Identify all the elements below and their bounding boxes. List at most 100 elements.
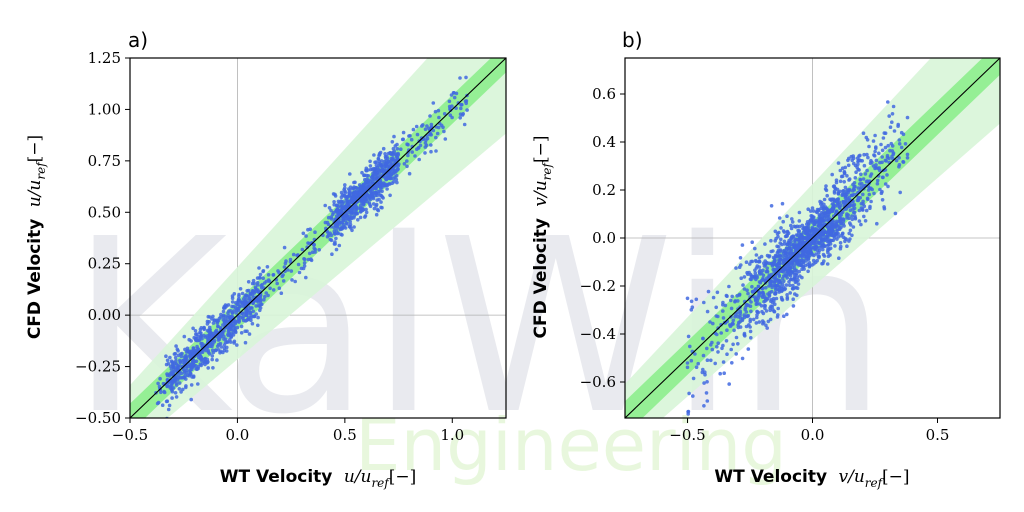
data-point <box>304 275 308 280</box>
data-point <box>195 367 199 372</box>
data-point <box>686 334 691 339</box>
data-point <box>784 247 789 252</box>
data-point <box>730 294 734 299</box>
data-point <box>745 270 749 275</box>
data-point <box>429 133 434 137</box>
data-point <box>842 180 846 184</box>
data-point <box>745 314 749 319</box>
data-point <box>767 254 771 259</box>
data-point <box>808 209 813 213</box>
data-point <box>838 226 842 231</box>
data-point <box>359 188 364 192</box>
data-point <box>215 319 220 324</box>
data-point <box>246 288 251 293</box>
data-point <box>881 136 886 140</box>
data-point <box>381 146 386 151</box>
data-point <box>395 142 399 147</box>
data-point <box>227 309 231 313</box>
data-point <box>890 120 894 124</box>
data-point <box>261 269 266 273</box>
data-point <box>350 199 355 203</box>
x-tick-label: 1.0 <box>440 426 464 444</box>
data-point <box>806 269 810 274</box>
data-point <box>448 107 452 111</box>
data-point <box>206 366 210 370</box>
data-point <box>224 321 228 326</box>
data-point <box>795 224 799 229</box>
data-point <box>883 182 888 186</box>
data-point <box>797 244 802 248</box>
data-point <box>240 301 245 306</box>
data-point <box>167 403 172 408</box>
data-point <box>820 261 824 266</box>
data-point <box>880 148 885 153</box>
data-point <box>736 299 740 303</box>
data-point <box>251 309 256 314</box>
data-point <box>806 235 810 239</box>
data-point <box>883 158 888 163</box>
data-point <box>845 244 849 248</box>
data-point <box>705 346 709 351</box>
data-point <box>854 170 858 174</box>
data-point <box>868 206 872 210</box>
data-point <box>185 346 190 351</box>
data-point <box>811 209 816 213</box>
data-point <box>749 309 753 314</box>
data-point <box>838 168 843 173</box>
data-point <box>368 159 372 164</box>
data-point <box>304 234 308 238</box>
data-point <box>796 282 801 286</box>
data-point <box>801 230 806 234</box>
data-point <box>812 241 816 246</box>
data-point <box>785 276 790 280</box>
data-point <box>384 177 388 182</box>
data-point <box>879 142 883 147</box>
data-point <box>714 305 718 310</box>
data-point <box>361 207 366 212</box>
y-tick-label: 0.6 <box>592 85 616 103</box>
data-point <box>429 122 434 127</box>
data-point <box>256 300 261 304</box>
data-point <box>763 299 768 303</box>
data-point <box>785 312 789 317</box>
data-point <box>759 304 764 308</box>
data-point <box>196 334 200 339</box>
data-point <box>886 143 890 148</box>
data-point <box>870 187 874 192</box>
y-tick-label: 0.4 <box>592 133 616 151</box>
data-point <box>383 152 387 156</box>
data-point <box>685 361 690 365</box>
data-point <box>857 208 862 213</box>
data-point <box>790 217 794 221</box>
data-point <box>700 370 705 375</box>
data-point <box>770 283 775 288</box>
data-point <box>165 384 169 389</box>
data-point <box>877 166 881 170</box>
y-tick-label: −0.50 <box>75 409 121 427</box>
data-point <box>825 193 829 198</box>
data-point <box>203 362 207 367</box>
data-point <box>781 258 786 263</box>
data-point <box>362 173 366 178</box>
data-point <box>380 162 385 167</box>
data-point <box>325 234 330 239</box>
data-point <box>754 321 759 325</box>
data-point <box>378 150 383 155</box>
data-point <box>857 219 862 223</box>
data-point <box>815 248 820 253</box>
data-point <box>374 202 379 207</box>
data-point <box>184 384 188 388</box>
data-point <box>240 311 245 316</box>
data-point <box>344 197 349 201</box>
data-point <box>839 203 843 207</box>
data-point <box>728 324 733 329</box>
data-point <box>800 223 805 228</box>
data-point <box>244 318 249 323</box>
data-point <box>701 367 705 372</box>
data-point <box>395 156 399 160</box>
data-point <box>170 396 174 400</box>
data-point <box>734 352 738 356</box>
data-point <box>428 114 432 118</box>
data-point <box>348 172 352 176</box>
data-point <box>221 309 226 314</box>
